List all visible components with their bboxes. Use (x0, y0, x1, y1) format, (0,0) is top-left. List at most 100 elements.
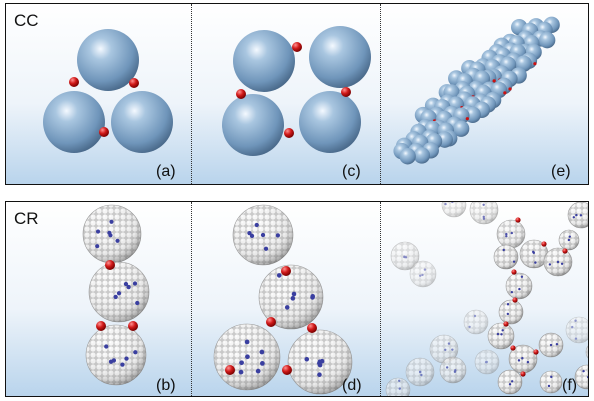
cr-scene: (b) (d) (f) (82, 202, 588, 396)
patch-bead (108, 233, 113, 238)
bead-colloid (493, 244, 519, 270)
patch-bead (124, 356, 129, 361)
linker-bead (520, 371, 526, 377)
patch-bead (398, 379, 401, 382)
bead-colloid (487, 322, 515, 350)
cc-scene: (a) (c) (e) (43, 16, 571, 180)
patch-bead (579, 214, 583, 217)
patch-bead (574, 337, 578, 340)
patch-bead (506, 312, 510, 316)
colloid-shading (470, 202, 498, 224)
colloid-shading (430, 335, 458, 363)
colloid-shading (494, 245, 518, 269)
patch-bead (534, 261, 537, 264)
linker-bead (292, 42, 302, 52)
patch-bead (510, 231, 513, 235)
linker-bead (105, 260, 115, 270)
patch-bead (560, 262, 564, 266)
panel-e-aggregate (393, 16, 560, 165)
patch-bead (244, 339, 250, 345)
panel-divider (191, 4, 192, 184)
row-label-cc: CC (14, 11, 39, 30)
patch-bead (259, 349, 265, 355)
bead-colloid (505, 272, 533, 300)
bead-colloid (469, 202, 499, 225)
panel-a-cluster (43, 29, 173, 153)
patch-bead (548, 263, 552, 266)
bead-colloid (213, 323, 281, 391)
patch-bead (500, 333, 503, 336)
bead-colloid (498, 299, 524, 325)
linker-bead (492, 79, 496, 83)
patch-bead (482, 217, 486, 220)
panel-f-network (385, 202, 588, 396)
patch-bead (238, 369, 244, 375)
linker-bead (503, 91, 507, 95)
bead-colloid (390, 241, 420, 271)
linker-bead (69, 77, 79, 87)
patch-bead (485, 360, 488, 364)
row-cc: (a) (c) (e) CC (5, 3, 589, 185)
patch-bead (319, 358, 325, 364)
patch-bead (521, 357, 524, 360)
patch-bead (453, 370, 457, 373)
patch-bead (104, 344, 109, 349)
colloid-sphere (233, 30, 295, 92)
colloid-sphere (413, 147, 431, 164)
patch-bead (304, 356, 310, 362)
bead-colloid (429, 334, 459, 364)
colloid-sphere (452, 120, 470, 137)
patch-bead (403, 255, 406, 259)
patch-bead (526, 360, 530, 364)
patch-bead (575, 213, 578, 217)
patch-bead (398, 387, 401, 390)
patch-bead (263, 246, 269, 251)
bead-colloid (385, 377, 411, 396)
patch-bead (502, 248, 505, 252)
patch-bead (95, 244, 100, 249)
panel-b-chain (82, 204, 150, 386)
patch-bead (95, 229, 101, 234)
colloid-shading (498, 370, 522, 394)
patch-bead (549, 343, 553, 347)
panel-label-b: (b) (156, 377, 176, 394)
bead-colloid (405, 357, 435, 387)
bead-colloid (543, 247, 573, 277)
patch-bead (133, 350, 138, 355)
bead-colloid (474, 349, 500, 375)
patch-bead (447, 342, 451, 345)
colloid-shading (464, 310, 488, 334)
colloid-shading (86, 325, 146, 385)
patch-bead (505, 232, 508, 236)
patch-bead (290, 296, 296, 301)
patch-bead (115, 238, 120, 243)
patch-bead (510, 290, 514, 294)
bead-colloid (519, 239, 549, 269)
patch-bead (550, 375, 553, 379)
bead-colloid (539, 370, 563, 394)
colloid-sphere (43, 91, 105, 153)
patch-bead (496, 332, 500, 336)
patch-bead (421, 273, 424, 277)
patch-bead (451, 348, 454, 351)
linker-bead (341, 87, 351, 97)
bead-colloid (287, 329, 353, 395)
patch-bead (255, 368, 261, 374)
panel-d-cluster (213, 204, 353, 395)
colloid-shading (442, 202, 466, 217)
patch-bead (245, 354, 250, 360)
linker-bead (465, 117, 469, 121)
patch-bead (444, 202, 447, 206)
bead-colloid (439, 356, 467, 384)
patch-bead (111, 358, 117, 363)
patch-bead (276, 273, 282, 278)
patch-bead (260, 361, 265, 366)
patch-bead (571, 325, 574, 329)
colloid-sphere (309, 26, 371, 88)
panel-divider (380, 4, 381, 184)
linker-bead (307, 323, 317, 333)
patch-bead (572, 216, 576, 219)
linker-bead (510, 345, 516, 351)
patch-bead (582, 369, 585, 373)
linker-bead (533, 62, 537, 66)
